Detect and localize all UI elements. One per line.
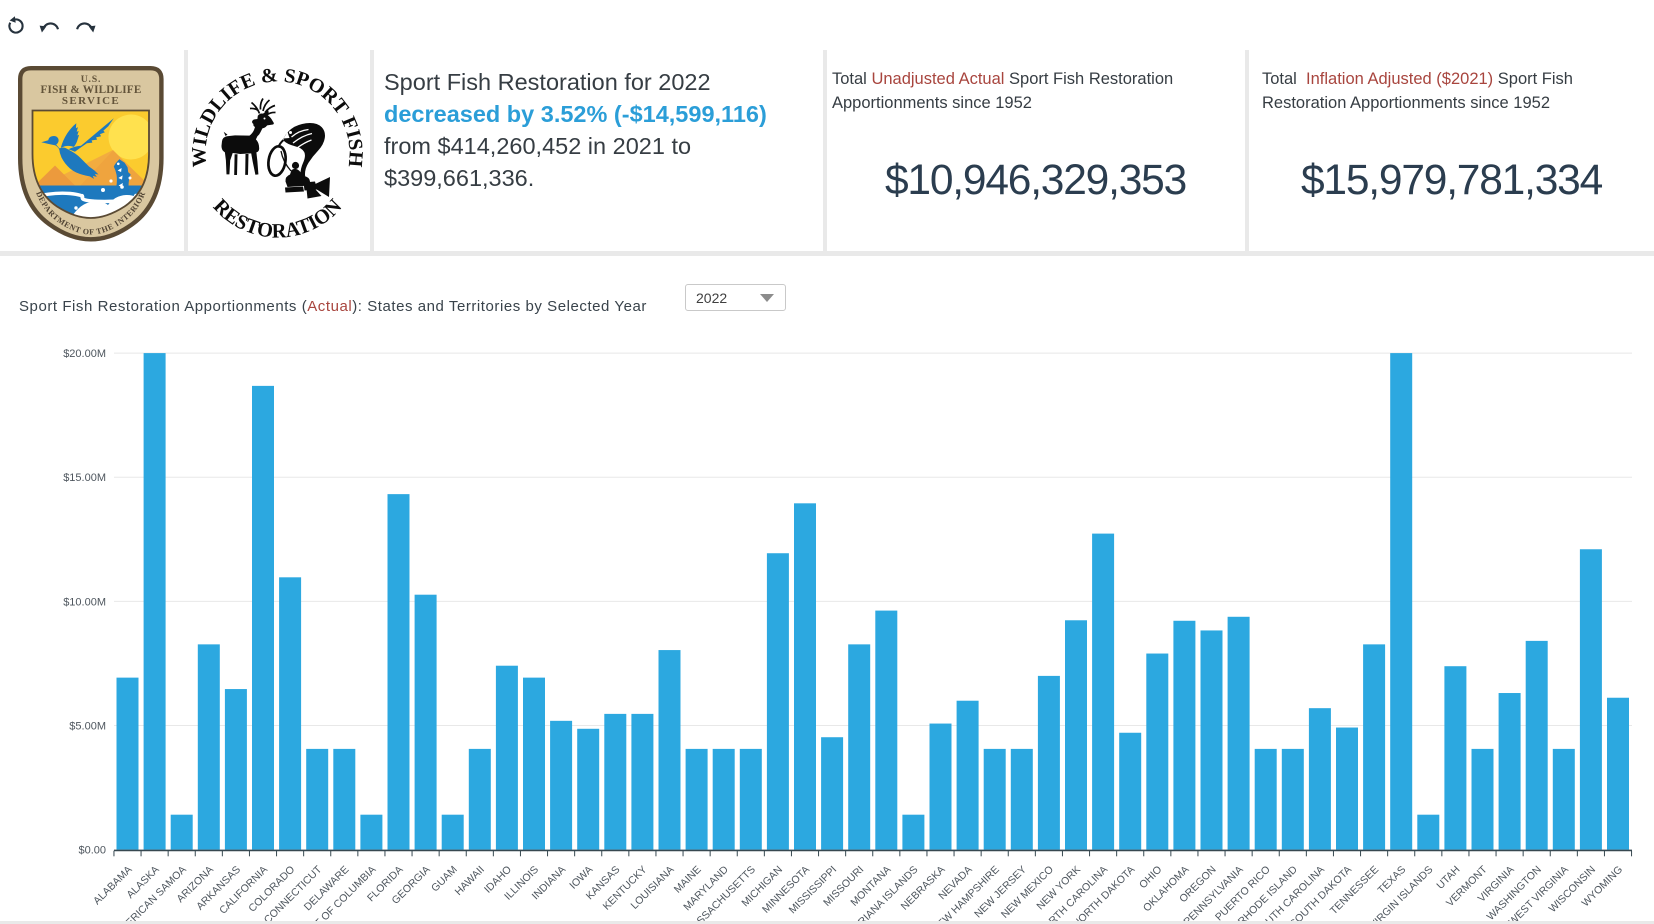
svg-text:RESTORATION: RESTORATION	[209, 195, 347, 242]
svg-text:ALABAMA: ALABAMA	[91, 863, 135, 907]
svg-text:$20.00M: $20.00M	[63, 348, 106, 360]
svg-text:$15.00M: $15.00M	[63, 472, 106, 484]
svg-text:$10.00M: $10.00M	[63, 596, 106, 608]
svg-text:FISH & WILDLIFE: FISH & WILDLIFE	[40, 84, 141, 96]
svg-text:SERVICE: SERVICE	[62, 95, 120, 107]
svg-text:$0.00: $0.00	[78, 844, 106, 856]
svg-text:HAWAII: HAWAII	[453, 863, 487, 897]
svg-text:$5.00M: $5.00M	[69, 720, 106, 732]
svg-text:WILDLIFE & SPORT FISH: WILDLIFE & SPORT FISH	[191, 66, 364, 168]
svg-text:U.S.: U.S.	[81, 74, 102, 85]
